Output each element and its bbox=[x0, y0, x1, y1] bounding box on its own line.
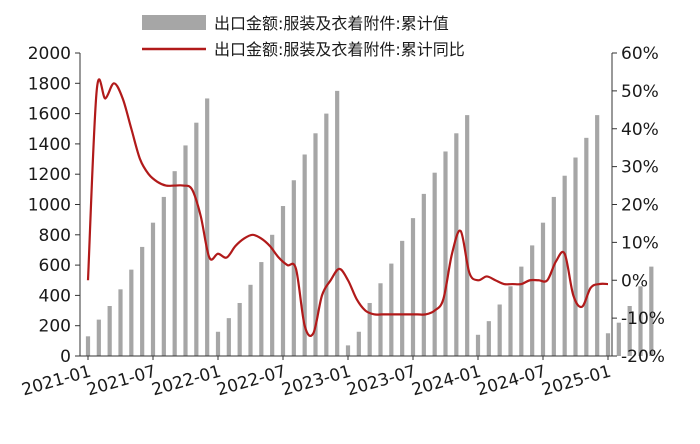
right-tick-label: 50% bbox=[621, 82, 659, 102]
line-series bbox=[86, 78, 609, 338]
bar bbox=[313, 133, 318, 356]
bar bbox=[616, 322, 621, 356]
yoy-line bbox=[86, 78, 609, 338]
bar bbox=[410, 218, 416, 356]
bar bbox=[443, 151, 448, 356]
x-tick-label: 2021-01 bbox=[20, 362, 94, 401]
bar bbox=[150, 222, 156, 356]
bar bbox=[324, 113, 329, 356]
bar bbox=[475, 334, 481, 356]
bar bbox=[96, 319, 101, 356]
right-tick-label: 40% bbox=[621, 120, 659, 140]
left-tick-label: 1200 bbox=[28, 165, 71, 185]
x-tick-label: 2022-07 bbox=[215, 362, 289, 401]
bar bbox=[345, 345, 351, 356]
bar bbox=[421, 193, 426, 356]
bar bbox=[291, 180, 296, 356]
bar bbox=[118, 289, 123, 356]
bar bbox=[140, 246, 145, 356]
x-tick-label: 2021-07 bbox=[85, 362, 159, 401]
bar bbox=[605, 333, 611, 356]
left-tick-label: 2000 bbox=[28, 44, 71, 64]
bar bbox=[400, 240, 405, 356]
bar bbox=[183, 145, 188, 356]
bar bbox=[497, 304, 502, 356]
bar bbox=[356, 331, 361, 356]
bar bbox=[584, 137, 589, 356]
bar bbox=[573, 157, 578, 356]
legend-bars-label: 出口金额:服装及衣着附件:累计值 bbox=[214, 14, 449, 33]
left-tick-label: 1400 bbox=[28, 135, 71, 155]
bar bbox=[129, 269, 134, 356]
bar bbox=[627, 306, 632, 356]
bar bbox=[226, 318, 231, 357]
bar bbox=[237, 302, 242, 356]
left-tick-label: 800 bbox=[39, 226, 71, 246]
right-axis-ticks: -20% -10% 0% 10% 20% 30% 40% 50% 60% bbox=[612, 44, 665, 367]
left-tick-label: 200 bbox=[39, 317, 71, 337]
x-tick-label: 2022-01 bbox=[150, 362, 224, 401]
bar bbox=[335, 90, 340, 357]
left-tick-label: 0 bbox=[60, 347, 71, 367]
bar bbox=[432, 172, 437, 356]
left-tick-label: 1000 bbox=[28, 196, 71, 216]
legend-bars-swatch bbox=[142, 15, 206, 30]
x-tick-label: 2024-07 bbox=[475, 362, 549, 401]
bar bbox=[259, 262, 264, 356]
bar bbox=[519, 266, 524, 356]
x-tick-label: 2024-01 bbox=[410, 362, 484, 401]
right-tick-label: 0% bbox=[621, 271, 648, 291]
bar bbox=[389, 263, 394, 356]
bar bbox=[280, 206, 286, 356]
bar bbox=[161, 196, 166, 356]
right-tick-label: 60% bbox=[621, 44, 659, 64]
x-tick-label: 2023-07 bbox=[345, 362, 419, 401]
left-tick-label: 600 bbox=[39, 256, 71, 276]
right-tick-label: 10% bbox=[621, 233, 659, 253]
bar bbox=[215, 331, 221, 356]
right-tick-label: -20% bbox=[621, 347, 665, 367]
bar bbox=[194, 122, 199, 356]
bar bbox=[595, 115, 600, 356]
bar bbox=[85, 336, 91, 356]
bar bbox=[107, 306, 112, 356]
bar bbox=[454, 133, 459, 356]
right-tick-label: 20% bbox=[621, 196, 659, 216]
legend-line-label: 出口金额:服装及衣着附件:累计同比 bbox=[214, 40, 465, 59]
bar bbox=[270, 234, 275, 356]
bar bbox=[530, 245, 535, 356]
bar bbox=[205, 98, 210, 356]
bar-series bbox=[85, 90, 654, 357]
bar bbox=[649, 266, 654, 356]
bar bbox=[465, 115, 470, 356]
bar bbox=[486, 321, 491, 356]
x-axis-ticks: 2021-012021-072022-012022-072023-012023-… bbox=[20, 356, 614, 401]
bar bbox=[302, 154, 307, 356]
bar bbox=[638, 286, 643, 356]
bar bbox=[540, 222, 546, 356]
left-tick-label: 1800 bbox=[28, 74, 71, 94]
x-tick-label: 2023-01 bbox=[280, 362, 354, 401]
right-tick-label: -10% bbox=[621, 309, 665, 329]
bar bbox=[367, 302, 372, 356]
bar bbox=[378, 283, 383, 356]
legend: 出口金额:服装及衣着附件:累计值 出口金额:服装及衣着附件:累计同比 bbox=[142, 14, 465, 59]
bar bbox=[248, 284, 253, 356]
left-tick-label: 400 bbox=[39, 286, 71, 306]
bar bbox=[551, 196, 556, 356]
bar bbox=[172, 171, 177, 356]
left-axis-ticks: 0 200 400 600 800 1000 1200 1400 1600 1800 2000 bbox=[28, 44, 80, 367]
left-tick-label: 1600 bbox=[28, 105, 71, 125]
bar bbox=[562, 175, 567, 356]
bar bbox=[508, 286, 513, 356]
x-tick-label: 2025-01 bbox=[540, 362, 614, 401]
right-tick-label: 30% bbox=[621, 158, 659, 178]
